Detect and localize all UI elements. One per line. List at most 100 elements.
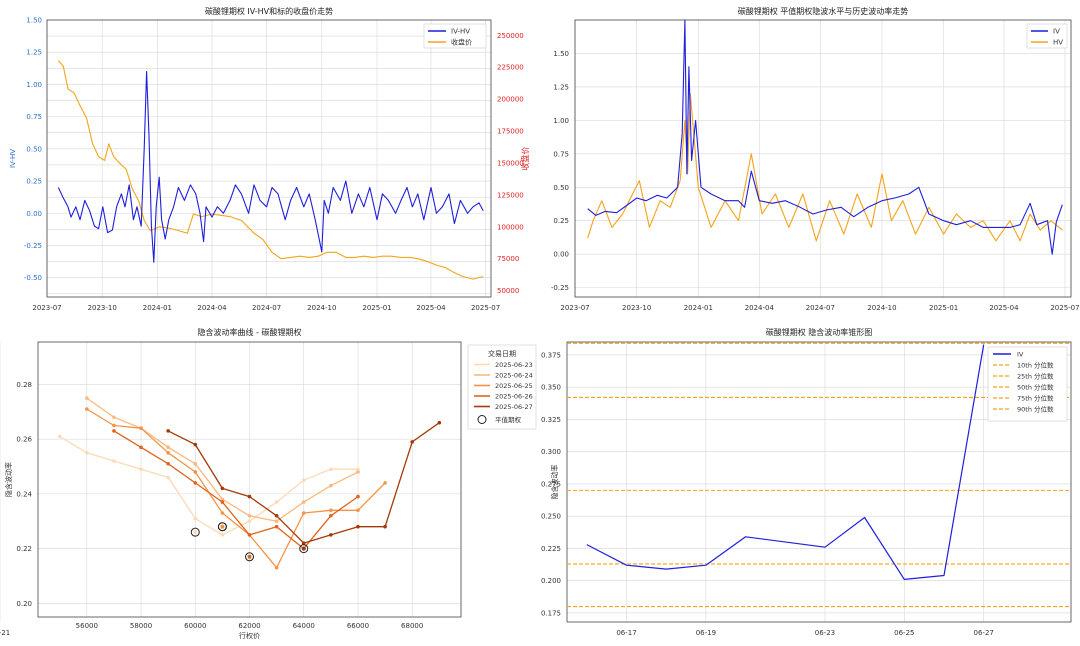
c1-x-tick-label: 2025-07 [471,304,500,312]
c3-smile-point [356,508,360,513]
c3-x-axis-label: 行权价 [239,631,260,640]
c3-smile-point [220,511,225,515]
c3-smile-point [193,516,198,521]
c3-smile-point [437,420,442,425]
c3-smile-line [86,408,386,569]
c4-x-tick-label: 06-25 [894,629,914,637]
c2-y-tick-label: 1.50 [553,50,569,58]
c3-legend-label: 2025-06-24 [495,372,533,380]
c1-y-tick-label: -0.25 [24,242,42,250]
c3-smile-line [113,430,359,550]
c2-x-tick-label: 2025-04 [989,304,1019,312]
c2-y-tick-label: 0.75 [553,150,569,158]
c3-atm-marker [190,527,200,537]
c1-x-tick-label: 2024-01 [143,304,172,312]
c3-smile-point [383,481,387,485]
c1-y-tick-label: 1.50 [26,17,42,25]
c2-y-tick-label: 1.00 [553,117,569,125]
c3-smile-point [220,500,225,504]
c3-smile-point [112,423,116,428]
c1-plot-frame [46,19,492,298]
c4-plot-frame [566,341,1072,623]
c3-x-tick-label: 62000 [238,622,260,630]
c3-legend-label: 2025-06-26 [495,393,533,401]
c3-smile-line [59,435,358,536]
c4-iv-line [586,344,985,580]
c3-atm-marker [217,522,227,532]
c1-x-tick-label: 2024-07 [252,304,281,312]
c1-legend-label: 收盘价 [451,38,472,47]
c3-smile-point [57,434,62,439]
c1-x-tick-label: 2023-07 [32,304,61,312]
c4-x-tick-label: 06-19 [696,629,716,637]
c3-smile-point [329,467,333,472]
c4-x-tick-label: 06-17 [616,629,636,637]
c3-smile-point [247,513,252,518]
c1-y-tick-label: 0.25 [26,178,42,186]
c2-iv-line [587,19,1063,255]
c3-smile-point [166,445,170,450]
c3-y-tick-label: 0.26 [16,436,32,444]
c2-title: 碳酸锂期权 平值期权隐波水平与历史波动率走势 [738,6,909,16]
c3-legend-label: 2025-06-25 [495,382,533,390]
c3-smile-point [220,497,225,502]
c1-y2-tick-label: 175000 [497,128,524,136]
c3-y-tick-label: 0.24 [16,490,32,498]
c1-title: 碳酸锂期权 IV-HV和标的收盘价走势 [205,6,333,16]
c2-x-tick-label: 2024-07 [806,304,835,312]
c3-smile-point [193,442,198,447]
c3-smile-point [247,533,252,537]
c3-smile-point [112,459,116,463]
c3-smile-point [193,461,198,466]
c3-legend-title: 交易日期 [488,349,516,358]
c3-smile-point [329,513,333,518]
c2-y-tick-label: 1.25 [553,83,569,91]
c3-title: 隐含波动率曲线 - 碳酸锂期权 [198,327,302,337]
c1-iv-hv-line [57,70,484,263]
c1-y-axis-label: IV-HV [9,149,17,168]
c3-smile-point [329,508,333,513]
c3-x-tick-label: 56000 [76,622,98,630]
c3-atm-marker [245,552,254,562]
c4-title: 碳酸锂期权 隐含波动率锥形图 [766,327,873,337]
c2-x-tick-label: 2023-07 [560,304,589,312]
c4-x-tick-label: 06-21 [0,629,10,637]
c2-x-tick-label: 2025-07 [1050,304,1079,312]
c1-legend-label: IV-HV [451,28,470,36]
c3-atm-point [247,554,252,559]
c1-y-tick-label: 0.00 [26,210,42,218]
c1-y-tick-label: 1.25 [26,49,42,57]
c3-smile-point [356,467,360,472]
c1-y-tick-label: 0.75 [26,113,42,121]
c3-smile-point [356,470,360,474]
c1-x-tick-label: 2025-01 [362,304,391,312]
c3-smile-point [139,426,143,430]
c3-atm-point [220,524,225,529]
c3-smile-point [301,500,306,504]
c3-y-tick-label: 0.20 [16,600,32,608]
c1-y2-tick-label: 75000 [497,255,519,263]
c3-smile-point [274,519,279,524]
c1-x-tick-label: 2024-10 [307,304,336,312]
c3-smile-point [85,451,89,455]
c3-x-tick-label: 66000 [347,622,369,630]
c1-x-tick-label: 2025-04 [416,304,446,312]
c3-smile-point [410,440,414,444]
c3-smile-point [274,524,279,529]
c3-y-tick-label: 0.28 [16,381,32,389]
c3-x-tick-label: 60000 [184,622,206,630]
c3-smile-point [356,524,360,529]
c2-legend-box [1026,23,1068,49]
c4-y-axis-label: 隐含波动率 [550,465,559,500]
c3-x-tick-label: 68000 [401,622,423,630]
c3-smile-point [274,565,279,570]
c3-smile-point [247,519,252,524]
c1-y2-tick-label: 100000 [497,223,524,231]
c1-y2-tick-label: 225000 [497,64,524,72]
c3-y-axis-label: 隐含波动率 [4,462,13,497]
c3-smile-point [356,494,360,499]
c2-legend-label: IV [1053,28,1060,36]
c3-smile-point [85,396,89,400]
c3-legend-atm-marker [477,415,487,424]
